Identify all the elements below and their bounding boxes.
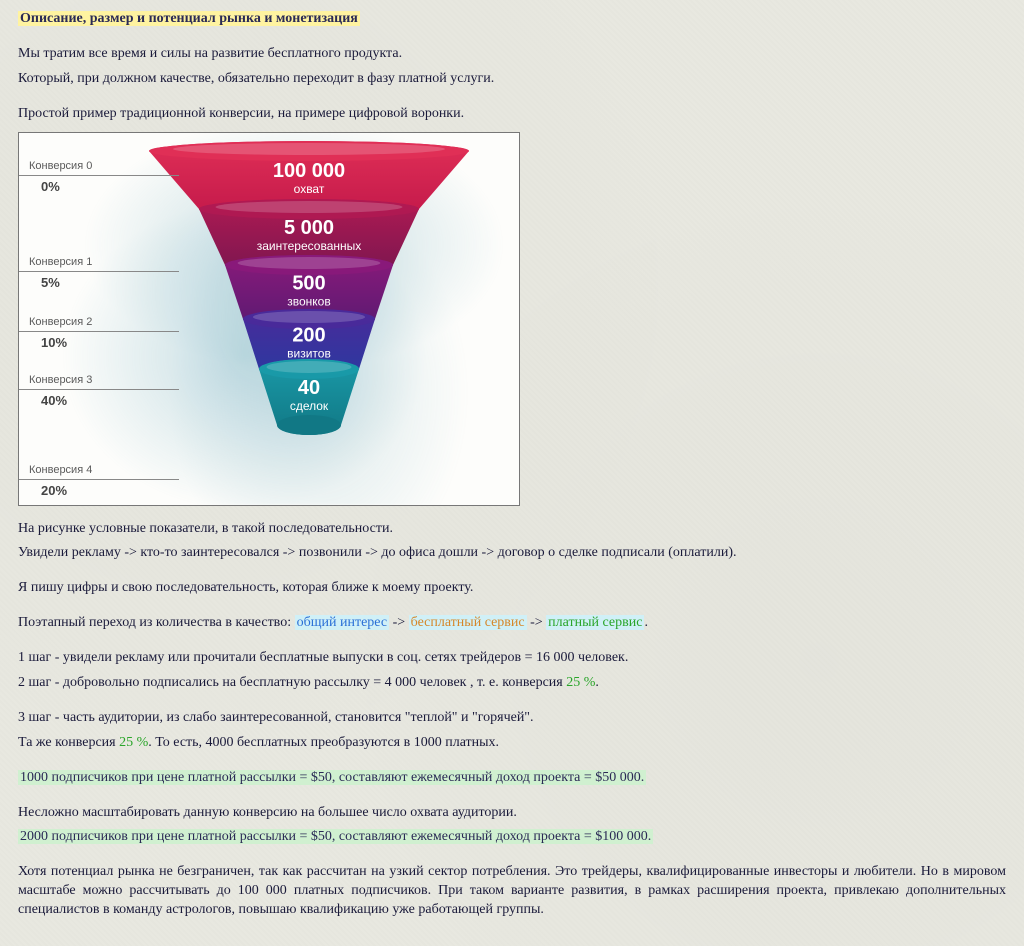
band-label-4: сделок bbox=[290, 399, 329, 413]
step2-pct: 25 % bbox=[566, 675, 595, 690]
conversion-label-4: Конверсия 4 bbox=[19, 463, 179, 481]
section-heading: Описание, размер и потенциал рынка и мон… bbox=[18, 10, 1006, 29]
step-2: 2 шаг - добровольно подписались на беспл… bbox=[18, 674, 1006, 693]
stage-sep-2: -> bbox=[527, 615, 547, 630]
conversion-row-2: Конверсия 210% bbox=[19, 315, 179, 352]
band-num-3: 200 bbox=[292, 324, 325, 346]
conversion-row-1: Конверсия 15% bbox=[19, 255, 179, 292]
band-label-1: заинтересованных bbox=[257, 239, 362, 253]
step-1: 1 шаг - увидели рекламу или прочитали бе… bbox=[18, 649, 1006, 668]
conversion-label-0: Конверсия 0 bbox=[19, 159, 179, 177]
revenue-1: 1000 подписчиков при цене платной рассыл… bbox=[18, 769, 1006, 788]
conversion-label-1: Конверсия 1 bbox=[19, 255, 179, 273]
conversion-pct-0: 0% bbox=[19, 176, 179, 196]
stages-line: Поэтапный переход из количества в качест… bbox=[18, 614, 1006, 633]
conversion-pct-3: 40% bbox=[19, 390, 179, 410]
step-3a: 3 шаг - часть аудитории, из слабо заинте… bbox=[18, 709, 1006, 728]
band-num-2: 500 bbox=[292, 272, 325, 294]
conversion-pct-4: 20% bbox=[19, 480, 179, 500]
final-paragraph: Хотя потенциал рынка не безграничен, так… bbox=[18, 863, 1006, 920]
stage-1: общий интерес bbox=[295, 615, 389, 630]
conversion-row-3: Конверсия 340% bbox=[19, 373, 179, 410]
funnel-figure: 100 000охват 5 000заинтересованных 500звон… bbox=[18, 132, 520, 506]
intro-line-3: Простой пример традиционной конверсии, н… bbox=[18, 105, 1006, 124]
band-num-4: 40 bbox=[298, 377, 320, 399]
band-num-0: 100 000 bbox=[273, 160, 345, 182]
heading-text: Описание, размер и потенциал рынка и мон… bbox=[18, 11, 360, 26]
conversion-row-0: Конверсия 00% bbox=[19, 159, 179, 196]
conversion-label-3: Конверсия 3 bbox=[19, 373, 179, 391]
conversion-pct-1: 5% bbox=[19, 272, 179, 292]
own-seq: Я пишу цифры и свою последовательность, … bbox=[18, 579, 1006, 598]
stage-2: бесплатный сервис bbox=[409, 615, 527, 630]
after-fig-1: На рисунке условные показатели, в такой … bbox=[18, 520, 1006, 539]
revenue-2: 2000 подписчиков при цене платной рассыл… bbox=[18, 828, 1006, 847]
stages-pre: Поэтапный переход из количества в качест… bbox=[18, 615, 295, 630]
step3b-pct: 25 % bbox=[119, 735, 148, 750]
conversion-pct-2: 10% bbox=[19, 332, 179, 352]
conversion-row-4: Конверсия 420% bbox=[19, 463, 179, 500]
stage-dot: . bbox=[644, 615, 648, 630]
stage-3: платный сервис bbox=[546, 615, 644, 630]
intro-line-1: Мы тратим все время и силы на развитие б… bbox=[18, 45, 1006, 64]
after-fig-2: Увидели рекламу -> кто-то заинтересовалс… bbox=[18, 544, 1006, 563]
band-label-2: звонков bbox=[287, 294, 330, 308]
stage-sep-1: -> bbox=[389, 615, 409, 630]
band-label-0: охват bbox=[294, 182, 325, 196]
scale-line: Несложно масштабировать данную конверсию… bbox=[18, 804, 1006, 823]
step-3b: Та же конверсия 25 %. То есть, 4000 бесп… bbox=[18, 734, 1006, 753]
band-num-1: 5 000 bbox=[284, 217, 334, 239]
band-label-3: визитов bbox=[287, 346, 331, 360]
conversion-label-2: Конверсия 2 bbox=[19, 315, 179, 333]
intro-line-2: Который, при должном качестве, обязатель… bbox=[18, 70, 1006, 89]
